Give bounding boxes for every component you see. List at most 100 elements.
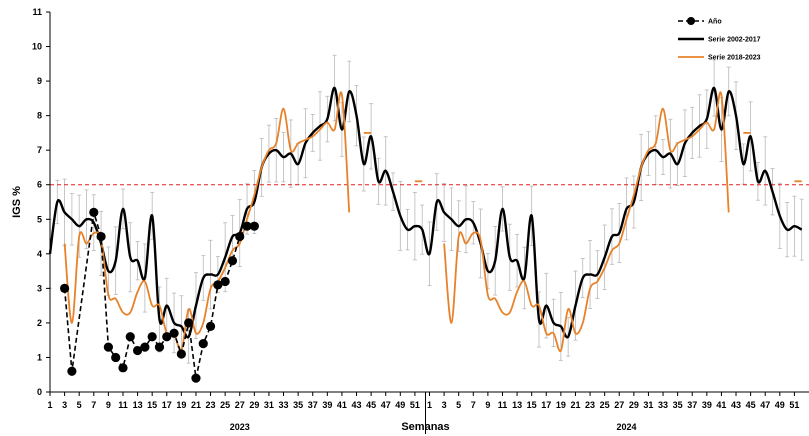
x-tick-label: 21 [191,400,201,410]
series-2018-2023-line [443,91,730,352]
x-axis-title: Semanas [401,421,449,433]
x-tick-label: 37 [687,400,697,410]
x-tick-label: 25 [220,400,230,410]
x-tick-label: 37 [308,400,318,410]
y-tick-label: 1 [37,352,42,362]
x-tick-label: 31 [264,400,274,410]
series-ano-point [220,276,230,287]
x-tick-label: 1 [427,400,432,410]
x-tick-label: 13 [133,400,143,410]
series-ano-point [205,321,216,331]
series-2018-2023-line [63,91,351,352]
x-tick-label: 5 [77,400,82,410]
x-tick-label: 7 [91,400,96,410]
y-tick-label: 4 [37,249,42,259]
x-tick-label: 41 [716,400,726,410]
x-tick-label: 39 [702,400,712,410]
series-ano-point [118,363,128,373]
x-tick-label: 3 [62,400,67,410]
series-ano-point [176,349,186,359]
x-tick-label: 33 [279,400,289,410]
series-ano-point [191,373,201,383]
series-ano-point [154,342,165,352]
y-tick-label: 7 [37,145,42,155]
series-ano-point [162,332,172,342]
series-ano-point [132,345,143,356]
x-tick-label: 19 [176,400,186,410]
x-tick-label: 27 [614,400,624,410]
series-ano-point [213,280,223,290]
y-tick-label: 5 [37,214,42,224]
x-tick-label: 49 [775,400,785,410]
y-tick-label: 2 [37,318,42,328]
x-tick-label: 47 [760,400,770,410]
legend-label: Año [708,19,722,26]
legend: Año Serie 2002-2017 Serie 2018-2023 [678,17,761,62]
series-ano-point [96,231,106,242]
year-label: 2023 [230,422,250,432]
x-tick-label: 13 [512,400,522,410]
series-ano-point [67,366,77,376]
series-ano-point [103,342,113,352]
legend-label: Serie 2018-2023 [708,55,761,62]
x-tick-label: 31 [643,400,653,410]
series-ano-point [242,221,252,231]
legend-label: Serie 2002-2017 [708,37,761,44]
series-ano-point [198,339,208,349]
x-tick-label: 7 [471,400,476,410]
x-tick-label: 17 [162,400,172,410]
x-tick-label: 15 [527,400,537,410]
x-tick-label: 9 [485,400,490,410]
series-2002-2017-line [48,86,803,339]
x-tick-label: 27 [235,400,245,410]
year-label: 2024 [617,422,637,432]
x-tick-label: 41 [337,400,347,410]
x-tick-label: 1 [47,400,52,410]
x-tick-label: 29 [629,400,639,410]
legend-marker-ano [687,17,695,25]
y-tick-label: 8 [37,111,42,121]
x-tick-label: 23 [206,400,216,410]
series-ano-point [125,332,135,342]
x-tick-label: 43 [352,400,362,410]
x-tick-label: 35 [293,400,303,410]
error-bars [48,54,804,364]
y-tick-label: 10 [32,42,42,52]
x-tick-label: 25 [600,400,610,410]
x-tick-label: 21 [570,400,580,410]
y-tick-label: 9 [37,76,42,86]
x-tick-label: 17 [541,400,551,410]
x-tick-label: 19 [556,400,566,410]
y-tick-label: 11 [32,7,42,17]
y-tick-label: 3 [37,283,42,293]
series-ano-point [184,318,194,328]
x-tick-label: 51 [789,400,799,410]
x-tick-label: 11 [118,400,128,410]
y-axis-title: IGS % [11,186,23,218]
series-group [48,86,803,383]
series-ano-point [89,207,99,217]
x-tick-label: 35 [673,400,683,410]
x-tick-label: 23 [585,400,595,410]
x-tick-label: 51 [410,400,420,410]
series-ano-point [227,256,238,266]
series-ano-point [140,342,150,352]
x-tick-label: 15 [147,400,157,410]
x-tick-label: 49 [395,400,405,410]
x-tick-label: 3 [442,400,447,410]
series-ano-point [147,332,157,342]
y-tick-label: 0 [37,387,42,397]
y-tick-label: 6 [37,180,42,190]
x-tick-label: 33 [658,400,668,410]
series-ano-point [169,328,179,338]
series-ano-point [59,283,70,293]
x-tick-label: 11 [498,400,508,410]
x-tick-label: 45 [746,400,756,410]
x-tick-label: 39 [322,400,332,410]
series-ano-point [235,231,245,242]
x-tick-label: 43 [731,400,741,410]
x-tick-label: 9 [106,400,111,410]
